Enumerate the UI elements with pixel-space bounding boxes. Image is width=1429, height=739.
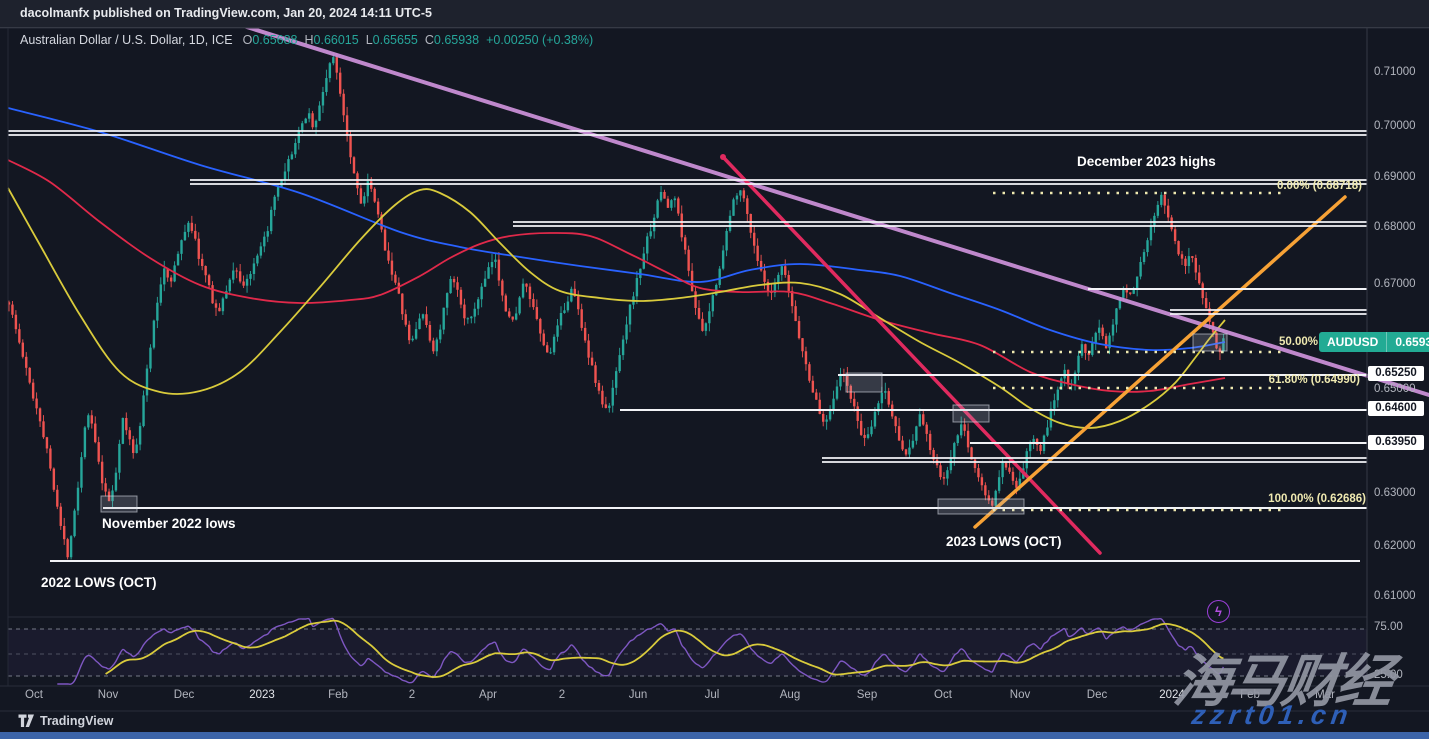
tradingview-logo-icon — [18, 714, 34, 727]
time-axis-label: Mar — [1315, 689, 1335, 701]
watermark-url-text: zzrt01.cn — [1189, 700, 1355, 730]
chart-annotation-2: 2023 LOWS (OCT) — [946, 534, 1062, 549]
ohlc-o: O0.65688 — [242, 33, 298, 47]
price-axis-label: 0.63000 — [1374, 487, 1416, 499]
time-axis-label: 2 — [408, 689, 416, 701]
price-axis-label: 0.65000 — [1374, 383, 1416, 395]
time-axis-label: Nov — [97, 689, 119, 701]
chart-annotation-0: December 2023 highs — [1077, 154, 1216, 169]
time-axis-label: Dec — [1086, 689, 1108, 701]
tradingview-logo[interactable]: TradingView — [18, 714, 113, 728]
chart-annotation-1: November 2022 lows — [102, 516, 236, 531]
badge-symbol: AUDUSD — [1327, 335, 1379, 349]
price-axis-label: 0.67000 — [1374, 278, 1416, 290]
price-axis-label: 0.62000 — [1374, 540, 1416, 552]
ohlc-c: C0.65938 — [424, 33, 480, 47]
fib-level-label-3: 100.00% (0.62686) — [1268, 493, 1366, 505]
time-axis-label: Apr — [479, 689, 497, 701]
fib-level-label-0: 0.00% (0.68718) — [1276, 180, 1362, 192]
badge-divider — [1386, 332, 1388, 352]
current-price-badge: AUDUSD 0.65938 — [1319, 332, 1429, 352]
time-axis-label: Nov — [1009, 689, 1031, 701]
time-axis-label: 2024 — [1159, 689, 1185, 701]
time-axis-label: Oct — [25, 689, 43, 701]
badge-price: 0.65938 — [1395, 335, 1429, 349]
watermark-bottom-bar — [0, 732, 1429, 739]
rsi-axis-label: 25.00 — [1374, 669, 1403, 681]
fib-level-label-2: 61.80% (0.64990) — [1268, 374, 1360, 386]
symbol-header: Australian Dollar / U.S. Dollar, 1D, ICE… — [20, 33, 593, 47]
time-axis-label: Feb — [1240, 689, 1260, 701]
lightning-icon[interactable]: ϟ — [1207, 600, 1230, 623]
change-value: +0.00250 (+0.38%) — [486, 33, 594, 47]
time-axis-label: Jun — [628, 689, 648, 701]
price-axis-label: 0.68000 — [1374, 221, 1416, 233]
symbol-title[interactable]: Australian Dollar / U.S. Dollar, 1D, ICE — [20, 33, 233, 47]
time-axis-label: Oct — [934, 689, 952, 701]
ohlc-values: O0.65688 H0.66015 L0.65655 C0.65938 +0.00250… — [243, 33, 594, 47]
time-axis-label: Aug — [779, 689, 801, 701]
fib-level-label-1: 50.00% — [1278, 336, 1318, 348]
time-axis-label: Jul — [704, 689, 720, 701]
ohlc-h: H0.66015 — [304, 33, 359, 47]
price-axis-level-label: 0.63950 — [1368, 435, 1424, 450]
price-axis-label: 0.69000 — [1374, 171, 1416, 183]
time-axis-label: Sep — [856, 689, 878, 701]
price-axis-level-label: 0.64600 — [1368, 401, 1424, 416]
time-axis-label: 2 — [558, 689, 566, 701]
chart-annotation-3: 2022 LOWS (OCT) — [41, 575, 157, 590]
time-axis-label: Dec — [173, 689, 195, 701]
ohlc-l: L0.65655 — [365, 33, 418, 47]
price-axis-label: 0.61000 — [1374, 590, 1416, 602]
price-axis-label: 0.71000 — [1374, 66, 1416, 78]
publish-text: dacolmanfx published on TradingView.com,… — [20, 6, 432, 20]
price-axis-label: 0.70000 — [1374, 120, 1416, 132]
time-axis-label: 2023 — [249, 689, 275, 701]
time-axis-label: Feb — [328, 689, 348, 701]
price-axis-level-label: 0.65250 — [1368, 366, 1424, 381]
rsi-axis-label: 75.00 — [1374, 621, 1403, 633]
publish-bar: dacolmanfx published on TradingView.com,… — [0, 0, 1429, 28]
tradingview-logo-label: TradingView — [40, 714, 114, 728]
